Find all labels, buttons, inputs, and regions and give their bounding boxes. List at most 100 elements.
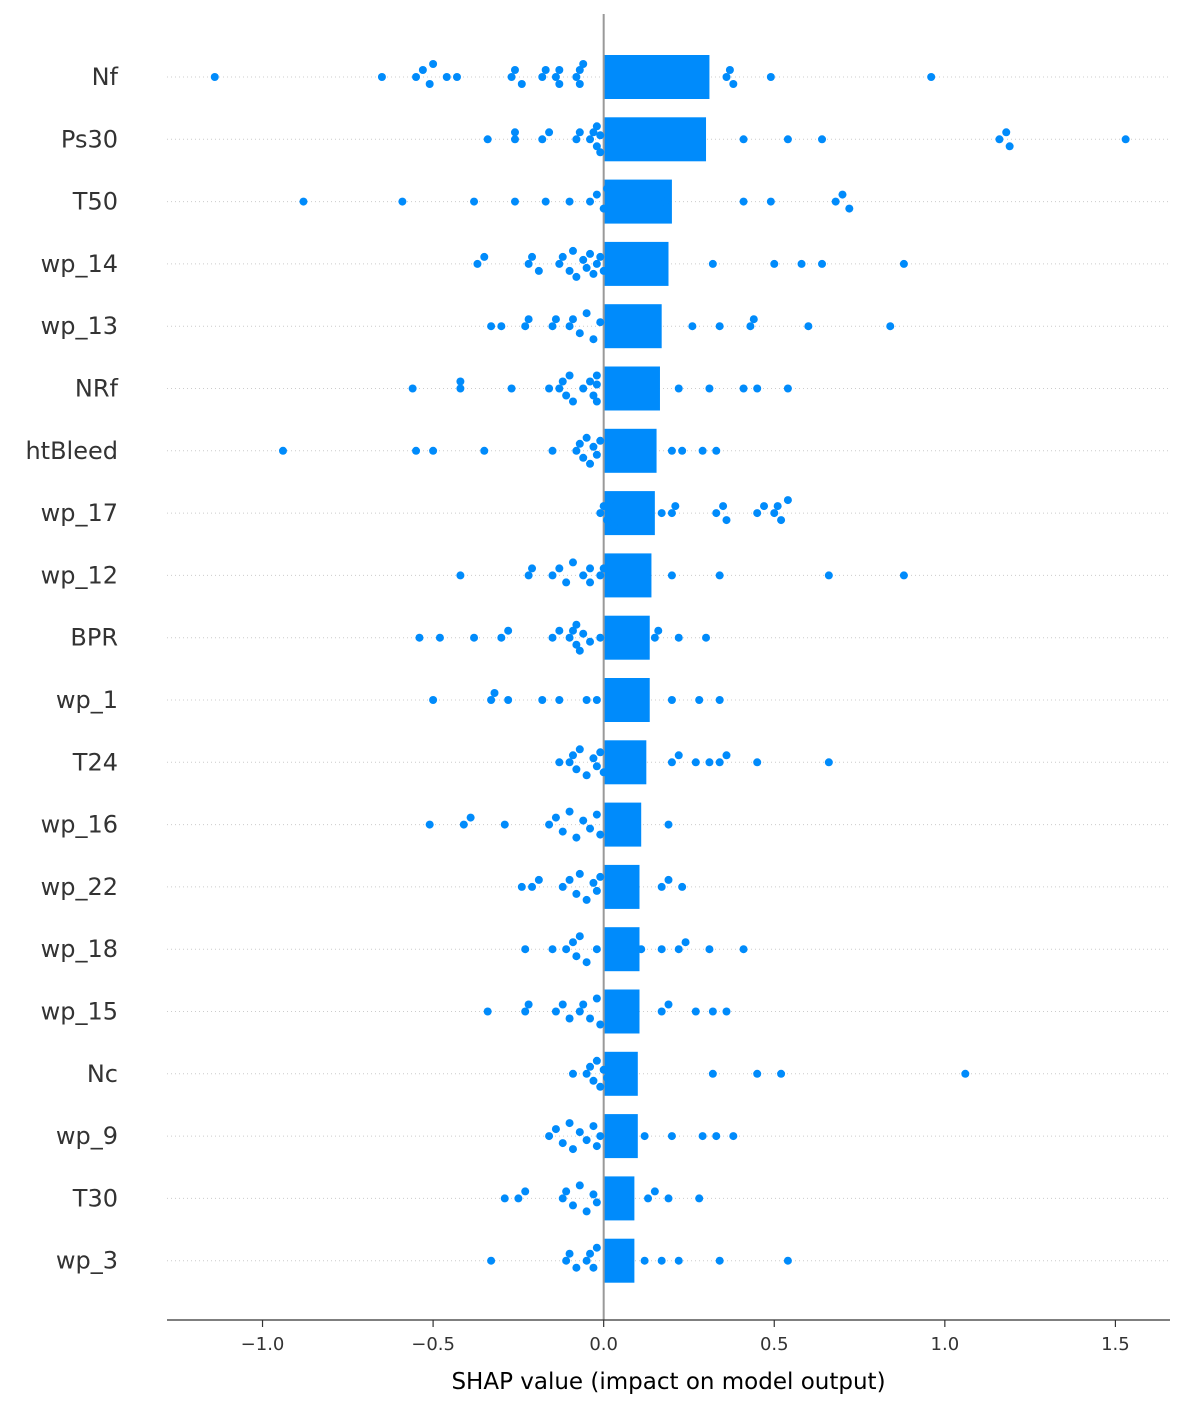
dot-wp-17-0	[596, 509, 605, 518]
feature-label-wp-15: wp_15	[41, 998, 118, 1026]
dot-wp-9-12	[698, 1132, 707, 1141]
dot-t30-2	[521, 1187, 530, 1196]
dot-wp-3-3	[572, 1263, 581, 1272]
dot-t30-9	[592, 1198, 601, 1207]
dot-bpr-17	[674, 633, 683, 642]
dot-wp-14-15	[596, 252, 605, 261]
dot-wp-15-7	[579, 1000, 588, 1009]
dot-nf-22	[729, 80, 738, 88]
dot-wp-13-1	[497, 322, 506, 331]
dot-wp-14-0	[473, 259, 482, 268]
dot-nf-24	[927, 73, 936, 81]
dot-wp-22-6	[575, 869, 584, 878]
dot-htbleed-8	[582, 433, 591, 442]
dot-nc-1	[582, 1069, 591, 1078]
dot-wp-12-8	[586, 564, 595, 573]
dot-t50-1	[398, 197, 407, 206]
dot-wp-22-10	[596, 872, 605, 881]
dot-wp-14-13	[589, 269, 598, 278]
dot-nrf-18	[739, 384, 748, 393]
dot-wp-13-3	[524, 315, 533, 324]
dot-wp-3-12	[783, 1256, 792, 1265]
dot-wp-13-13	[715, 322, 724, 331]
dot-nc-0	[568, 1069, 577, 1078]
bar-wp-1	[603, 678, 650, 722]
dot-wp-17-3	[606, 496, 615, 505]
dot-wp-16-1	[459, 820, 468, 829]
bar-t50	[603, 179, 672, 224]
dot-t50-15	[845, 204, 854, 213]
dot-wp-3-8	[640, 1256, 649, 1265]
dot-wp-1-2	[490, 689, 499, 697]
dot-t24-11	[674, 751, 683, 760]
dot-wp-18-1	[548, 945, 557, 954]
bar-wp-16	[603, 802, 642, 847]
dot-wp-17-6	[667, 509, 676, 518]
dot-wp-12-5	[562, 578, 571, 587]
dot-nrf-0	[408, 384, 417, 393]
dot-t24-8	[596, 748, 605, 757]
dot-wp-12-7	[579, 571, 588, 580]
dot-t50-0	[299, 197, 308, 206]
dot-t24-12	[691, 758, 700, 767]
dot-htbleed-10	[589, 442, 598, 451]
dot-wp-16-4	[545, 820, 554, 829]
dot-wp-3-11	[715, 1256, 724, 1265]
dot-wp-14-18	[770, 259, 779, 268]
bar-t24	[603, 740, 647, 785]
feature-label-wp-9: wp_9	[56, 1122, 118, 1150]
dot-t24-17	[824, 758, 833, 767]
dot-wp-15-1	[521, 1007, 530, 1016]
dot-wp-14-4	[534, 266, 543, 275]
x-tick-label-4: 1.0	[931, 1334, 960, 1355]
dot-nrf-20	[783, 384, 792, 393]
x-tick-label-1: −0.5	[411, 1334, 455, 1355]
dot-wp-15-15	[722, 1007, 731, 1016]
dot-nrf-3	[507, 384, 516, 393]
dot-nf-19	[579, 60, 588, 68]
dot-bpr-11	[575, 646, 584, 655]
dot-wp-3-0	[487, 1256, 496, 1265]
dot-nrf-19	[753, 384, 762, 393]
dot-nc-10	[777, 1069, 786, 1078]
dot-wp-17-13	[770, 509, 779, 518]
dot-nrf-8	[565, 371, 574, 380]
dot-nf-10	[517, 80, 526, 88]
dot-bpr-18	[702, 633, 711, 642]
dot-wp-18-4	[572, 952, 581, 961]
dot-nf-20	[722, 73, 731, 81]
dot-wp-15-14	[708, 1007, 717, 1016]
dot-wp-16-13	[664, 820, 673, 829]
dot-t50-12	[766, 197, 775, 206]
dot-wp-14-7	[565, 266, 574, 275]
dot-bpr-0	[415, 633, 424, 642]
dot-wp-1-8	[667, 696, 676, 704]
feature-label-wp-16: wp_16	[41, 811, 118, 839]
dot-wp-15-3	[551, 1007, 560, 1016]
feature-label-wp-17: wp_17	[41, 499, 118, 527]
dot-wp-12-1	[524, 571, 533, 580]
dot-wp-18-11	[681, 938, 690, 947]
dot-wp-22-3	[558, 882, 567, 891]
dot-wp-17-15	[777, 516, 786, 525]
dot-t30-10	[644, 1194, 653, 1203]
feature-label-wp-18: wp_18	[41, 935, 118, 963]
dot-wp-12-10	[596, 571, 605, 580]
dot-nc-5	[596, 1082, 605, 1091]
x-tick-label-5: 1.5	[1101, 1334, 1130, 1355]
feature-label-wp-12: wp_12	[41, 561, 118, 589]
bar-nf	[603, 55, 710, 99]
dot-wp-17-4	[609, 522, 618, 531]
dot-wp-16-7	[565, 807, 574, 816]
dot-htbleed-9	[586, 459, 595, 468]
dot-wp-16-5	[551, 813, 560, 822]
dot-wp-17-9	[719, 502, 728, 511]
dot-wp-17-11	[753, 509, 762, 518]
dot-ps30-2	[510, 128, 519, 137]
dot-nc-8	[708, 1069, 717, 1078]
dot-nf-6	[442, 73, 451, 81]
dot-nrf-15	[592, 380, 601, 389]
feature-label-ps30: Ps30	[61, 125, 118, 153]
dot-nf-23	[766, 73, 775, 81]
